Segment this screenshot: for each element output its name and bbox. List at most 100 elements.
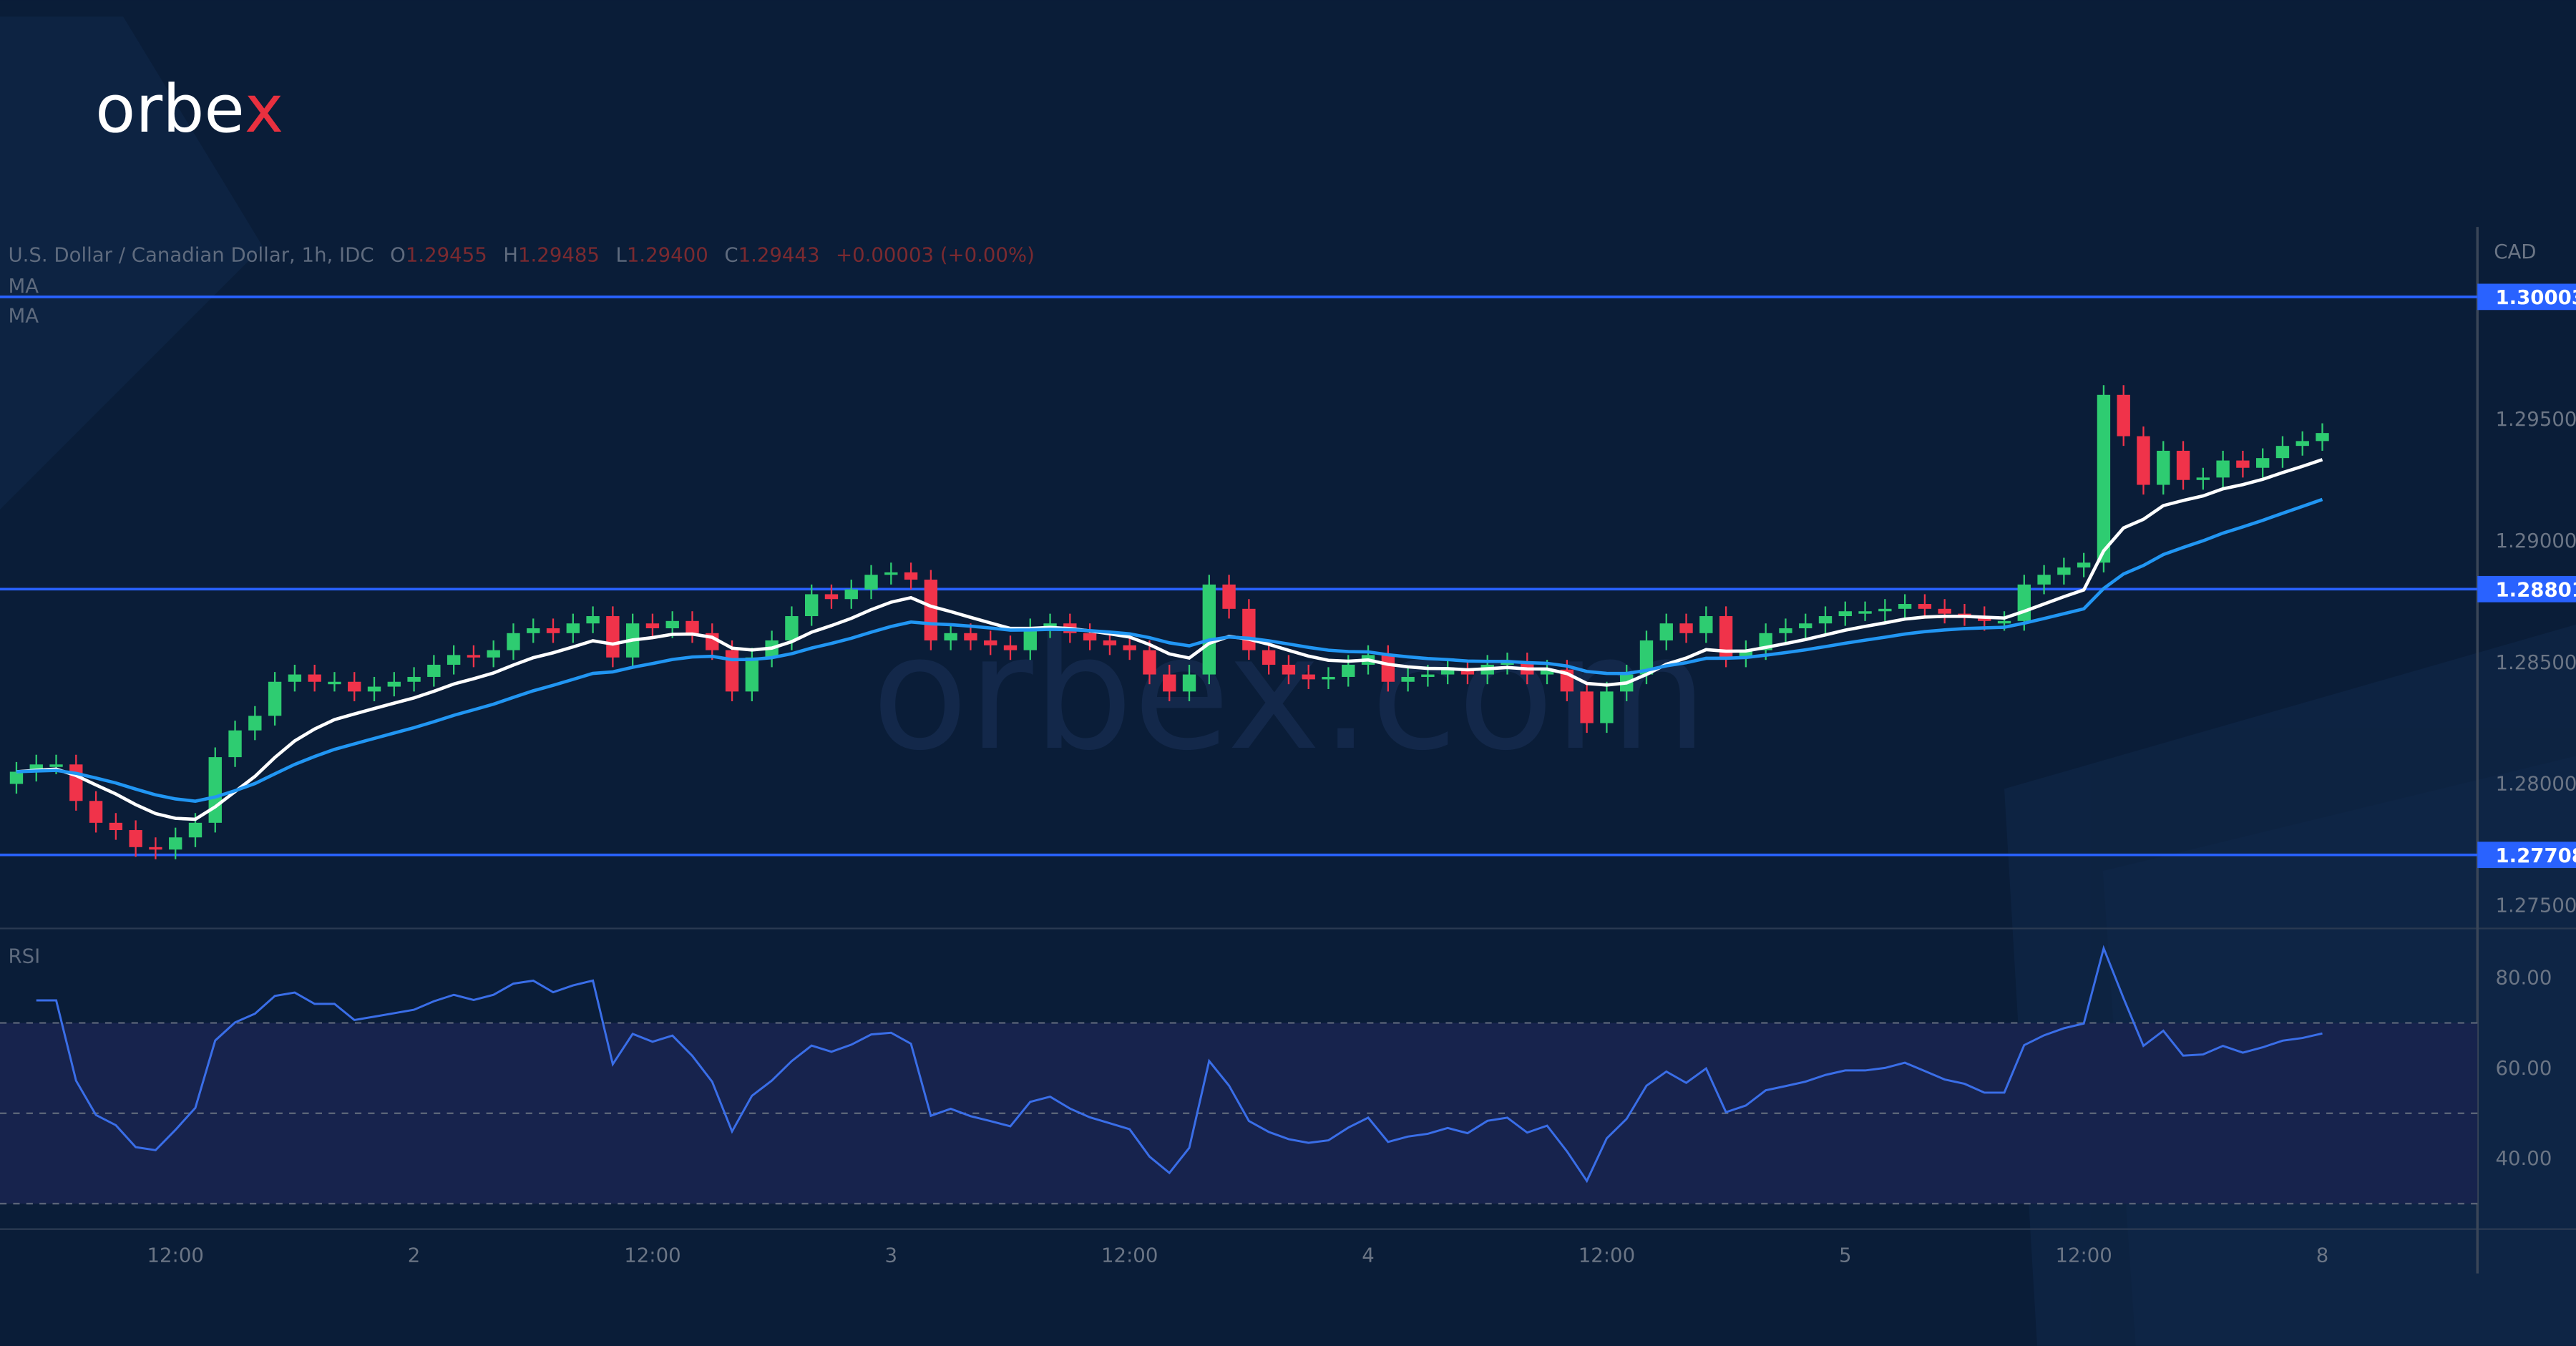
price-axis[interactable]: 1.29500 1.29000 1.28500 1.28000 1.27500 80.00… [2496,408,2576,1170]
candle-body [2296,441,2309,447]
candle-body [129,830,142,847]
candle-body [467,655,481,658]
candle-body [527,628,540,633]
candle-body [2275,446,2290,459]
candle-body [1222,584,1236,609]
candle-body [964,633,977,640]
price-tick-label: 1.29500 [2496,408,2576,431]
candle-body [1639,640,1654,675]
close-value: 1.29443 [738,243,820,266]
low-label: L [615,243,627,266]
candle-body [586,616,600,624]
time-tick-label: 2 [408,1244,421,1267]
candle-body [248,716,262,731]
ma-legend-1[interactable]: MA [8,275,39,298]
candle-body [984,640,997,645]
level-price-label: 1.27708 [2496,844,2576,867]
candle-body [1282,664,1296,675]
ma-fast-line [16,458,2323,821]
candle-body [447,655,461,665]
candle-body [29,764,43,772]
candle-body [1719,616,1733,658]
rsi-legend[interactable]: RSI [8,945,40,968]
candle-body [1779,628,1792,633]
candle-body [2057,567,2071,575]
high-value: 1.29485 [518,243,600,266]
currency-label: CAD [2494,240,2536,263]
candle-body [1501,662,1514,665]
candle-body [1659,623,1673,640]
low-value: 1.29400 [627,243,708,266]
candle-body [2255,458,2270,468]
candle-body [904,572,918,580]
candle-body [944,633,957,640]
candle-body [9,771,24,784]
open-value: 1.29455 [406,243,487,266]
candle-body [1163,674,1176,692]
price-tick-label: 1.28500 [2496,651,2576,674]
candle-body [288,674,302,682]
candle-body [2037,575,2051,585]
candle-body [1460,669,1475,675]
time-axis[interactable]: 12:00 2 12:00 3 12:00 4 12:00 5 12:00 8 [147,1244,2329,1267]
candle-body [328,681,341,685]
candle-body [1381,655,1395,682]
candle-body [1401,676,1415,682]
candle-body [2017,584,2031,621]
logo-text-main: orbe [95,71,245,147]
candle-body [69,764,83,801]
ma-legend-2[interactable]: MA [8,304,39,327]
candle-body [1997,620,2011,624]
rsi-pane [0,945,2478,1205]
candle-body [1878,608,1892,612]
time-tick-label: 5 [1839,1244,1852,1267]
candle-body [2196,477,2210,480]
time-tick-label: 12:00 [1101,1244,1158,1267]
candle-body [1938,608,1951,614]
candle-body [507,633,520,650]
candle-body [1799,623,1813,629]
candle-body [1103,640,1117,645]
candle-body [109,822,123,831]
candle-body [228,730,242,758]
candle-body [427,664,441,677]
orbex-logo: orbex [95,71,283,147]
candle-body [1818,616,1833,624]
rsi-line [36,945,2323,1184]
candle-body [686,620,699,633]
candle-body [2157,450,2170,485]
candle-body [1580,691,1594,723]
rsi-tick-label: 60.00 [2496,1057,2552,1080]
moving-averages [16,458,2323,821]
candle-body [407,676,421,682]
candle-body [1182,674,1196,692]
candle-body [1898,604,1912,609]
candle-body [2117,394,2130,437]
candle-body [785,616,799,640]
rsi-tick-label: 40.00 [2496,1147,2552,1170]
rsi-tick-label: 80.00 [2496,967,2552,990]
candle-body [2316,433,2329,442]
candle-body [864,575,878,590]
time-tick-label: 12:00 [147,1244,204,1267]
candle-body [188,822,203,838]
candle-body [1242,608,1256,650]
candle-body [89,801,103,823]
close-label: C [724,243,738,266]
price-tick-label: 1.28000 [2496,773,2576,796]
price-tick-label: 1.27500 [2496,894,2576,917]
high-label: H [503,243,518,266]
candle-body [2097,394,2111,563]
candle-body [169,837,182,850]
candle-body [1342,664,1355,677]
logo-text: orbex [95,71,283,147]
candle-body [1440,669,1455,675]
candle-body [1202,584,1216,675]
candle-body [1083,633,1097,640]
legend-header: U.S. Dollar / Canadian Dollar, 1h, IDC O… [8,243,1034,266]
candle-body [1421,674,1435,678]
candle-body [1302,674,1315,680]
